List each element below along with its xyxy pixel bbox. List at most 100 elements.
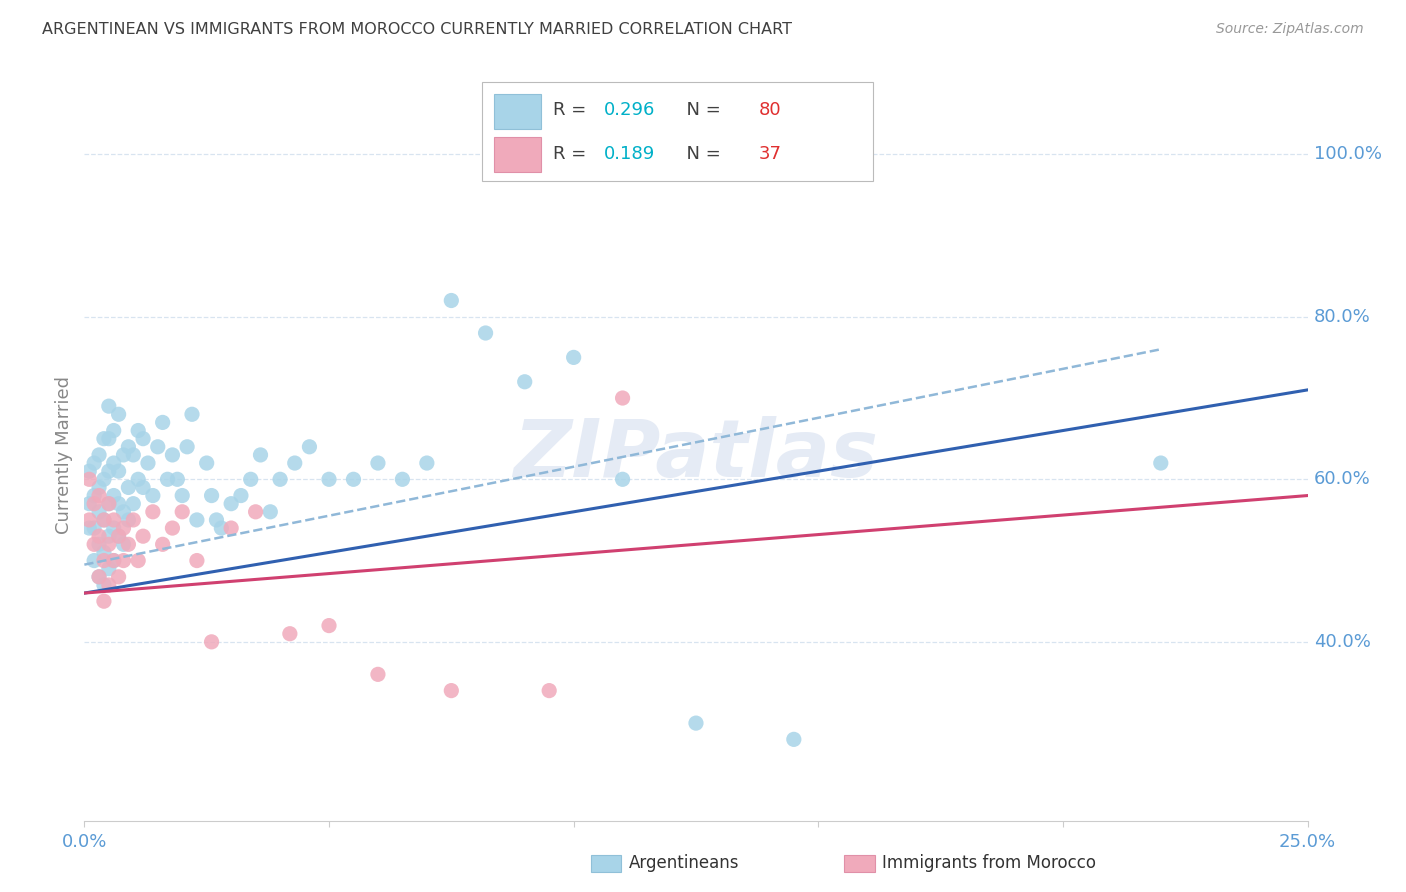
Point <box>107 407 129 421</box>
Point <box>259 505 281 519</box>
Point <box>562 351 585 365</box>
Point <box>97 464 120 478</box>
Point <box>103 553 125 567</box>
Text: 80.0%: 80.0% <box>1313 308 1371 326</box>
Point <box>103 424 125 438</box>
Point <box>103 521 125 535</box>
Point <box>107 497 129 511</box>
Text: ZIPatlas: ZIPatlas <box>513 416 879 494</box>
Point <box>87 480 110 494</box>
Point <box>367 456 389 470</box>
Point <box>87 537 110 551</box>
Text: N =: N = <box>675 102 727 120</box>
Point <box>538 683 561 698</box>
Point <box>117 537 139 551</box>
Point <box>219 521 242 535</box>
Text: R =: R = <box>553 145 592 163</box>
Point <box>83 553 105 567</box>
Point <box>83 497 105 511</box>
Point <box>97 578 120 592</box>
Point <box>93 472 115 486</box>
Point <box>112 505 135 519</box>
Point <box>112 521 135 535</box>
Point <box>298 440 321 454</box>
Point <box>77 513 100 527</box>
Point <box>152 537 174 551</box>
Point <box>219 497 242 511</box>
Point <box>87 448 110 462</box>
Point <box>107 529 129 543</box>
Point <box>209 521 232 535</box>
Text: 80: 80 <box>758 102 780 120</box>
Point <box>391 472 413 486</box>
Point <box>127 424 149 438</box>
Point <box>97 497 120 511</box>
Text: ARGENTINEAN VS IMMIGRANTS FROM MOROCCO CURRENTLY MARRIED CORRELATION CHART: ARGENTINEAN VS IMMIGRANTS FROM MOROCCO C… <box>42 22 792 37</box>
Text: N =: N = <box>675 145 727 163</box>
Point <box>103 553 125 567</box>
Text: 40.0%: 40.0% <box>1313 632 1371 651</box>
Point <box>97 432 120 446</box>
Point <box>83 456 105 470</box>
Point <box>93 513 115 527</box>
Point <box>127 472 149 486</box>
Point <box>205 513 228 527</box>
Point <box>269 472 291 486</box>
Point <box>77 497 100 511</box>
Point <box>176 440 198 454</box>
Point <box>186 513 208 527</box>
Point <box>112 537 135 551</box>
Point <box>97 562 120 576</box>
Text: Argentineans: Argentineans <box>628 855 740 872</box>
Point <box>87 489 110 503</box>
Point <box>83 521 105 535</box>
Point <box>284 456 307 470</box>
Point <box>172 505 194 519</box>
Point <box>239 472 262 486</box>
Point <box>93 432 115 446</box>
Point <box>342 472 364 486</box>
Point <box>156 472 179 486</box>
Point <box>93 594 115 608</box>
Text: 0.296: 0.296 <box>605 102 655 120</box>
Point <box>93 578 115 592</box>
Point <box>107 529 129 543</box>
Point <box>97 537 120 551</box>
Point <box>117 513 139 527</box>
Point <box>142 489 165 503</box>
Point <box>229 489 252 503</box>
Point <box>122 513 145 527</box>
Point <box>103 456 125 470</box>
Point <box>416 456 439 470</box>
Point <box>112 553 135 567</box>
Point <box>77 521 100 535</box>
Text: Immigrants from Morocco: Immigrants from Morocco <box>882 855 1095 872</box>
Point <box>112 448 135 462</box>
Point <box>107 570 129 584</box>
Bar <box>494 136 541 172</box>
Point <box>122 497 145 511</box>
Text: 0.189: 0.189 <box>605 145 655 163</box>
Point <box>132 432 155 446</box>
Text: R =: R = <box>553 102 592 120</box>
Point <box>685 716 707 731</box>
Point <box>136 456 159 470</box>
Point <box>612 391 634 405</box>
Point <box>318 472 340 486</box>
Point <box>107 464 129 478</box>
Point <box>440 683 463 698</box>
Point <box>93 513 115 527</box>
Point <box>97 497 120 511</box>
Point <box>474 326 496 340</box>
Point <box>127 553 149 567</box>
Point <box>783 732 806 747</box>
Point <box>77 464 100 478</box>
Point <box>77 472 100 486</box>
Point <box>122 448 145 462</box>
Text: 60.0%: 60.0% <box>1313 470 1371 488</box>
Point <box>513 375 536 389</box>
Point <box>200 635 222 649</box>
Point <box>103 513 125 527</box>
Point <box>93 545 115 559</box>
Point <box>132 480 155 494</box>
